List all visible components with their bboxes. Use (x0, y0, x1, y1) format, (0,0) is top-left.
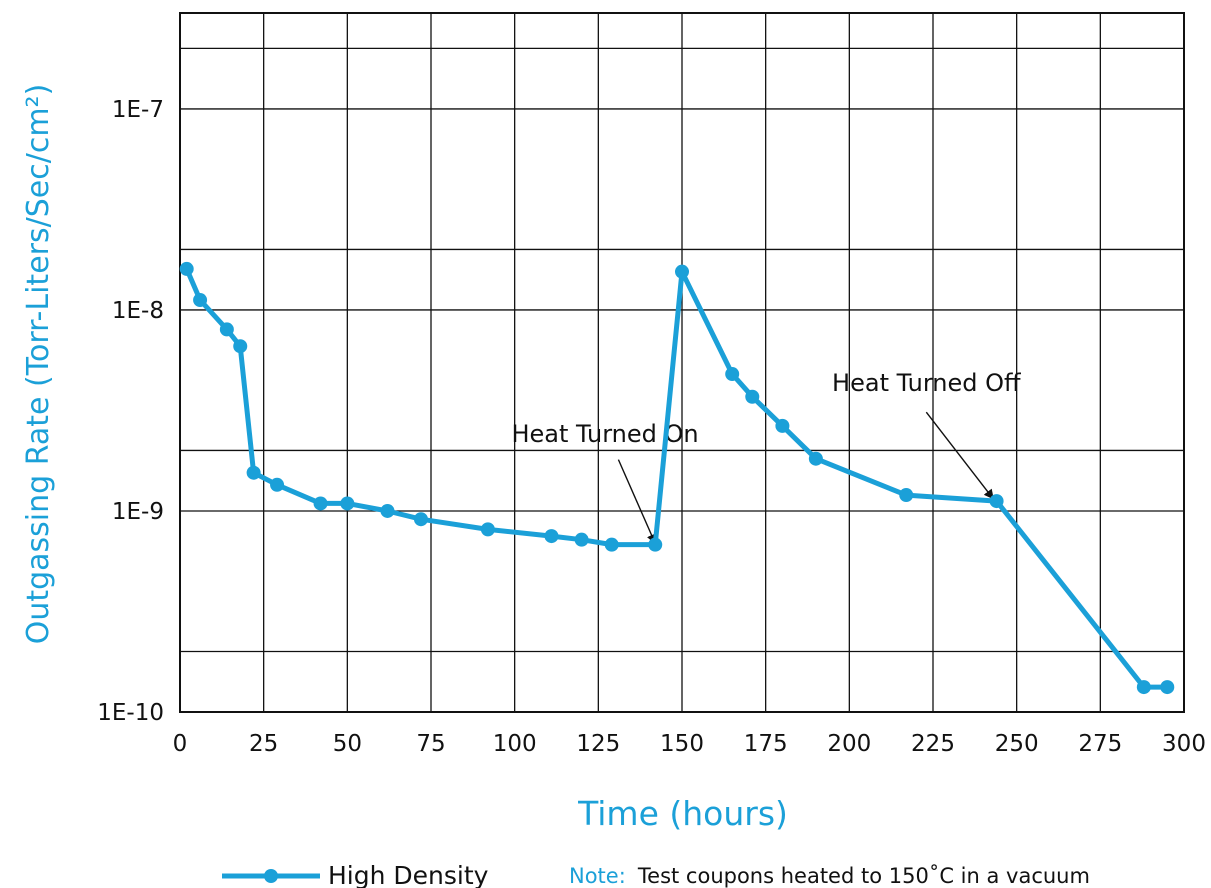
y-tick-label-0: 1E-10 (97, 700, 164, 726)
legend-label-high-density: High Density (328, 861, 489, 888)
data-point-20 (899, 488, 914, 503)
x-tick-label-300: 300 (1162, 731, 1206, 757)
data-point-6 (313, 496, 328, 511)
data-point-8 (380, 503, 395, 518)
data-point-16 (725, 367, 740, 382)
note-label: Note: (569, 864, 626, 888)
plot-frame (179, 12, 1185, 713)
data-point-22 (1136, 680, 1151, 695)
legend: High Density (222, 861, 489, 888)
x-tick-label-25: 25 (249, 731, 278, 757)
data-point-14 (648, 537, 663, 552)
data-point-4 (246, 465, 261, 480)
note-text: Test coupons heated to 150˚C in a vacuum (637, 864, 1090, 888)
x-tick-label-250: 250 (995, 731, 1039, 757)
data-point-13 (604, 537, 619, 552)
x-tick-label-275: 275 (1078, 731, 1122, 757)
data-point-21 (989, 494, 1004, 509)
data-point-2 (219, 322, 234, 337)
data-point-3 (233, 339, 248, 354)
x-tick-label-150: 150 (660, 731, 704, 757)
series-layer (179, 261, 1175, 695)
gridlines (179, 13, 1185, 713)
data-point-5 (270, 477, 285, 492)
data-point-23 (1160, 680, 1175, 695)
data-point-12 (574, 532, 589, 547)
annotation-arrow-0 (617, 459, 657, 545)
x-tick-label-100: 100 (493, 731, 537, 757)
legend-marker (264, 869, 278, 883)
y-tick-labels: 1E-10 1E-9 1E-8 1E-7 (97, 97, 164, 726)
data-point-15 (675, 264, 689, 279)
x-tick-label-0: 0 (173, 731, 188, 757)
x-tick-label-50: 50 (333, 731, 362, 757)
x-tick-label-75: 75 (416, 731, 445, 757)
x-tick-label-125: 125 (576, 731, 620, 757)
data-point-1 (193, 293, 208, 308)
x-tick-labels: 0 25 50 75 100 125 150 175 200 225 250 275 300 (173, 731, 1206, 757)
series-line-high-density (184, 266, 1170, 690)
data-point-19 (808, 451, 823, 466)
note: Note: Test coupons heated to 150˚C in a … (569, 864, 1090, 888)
x-tick-label-225: 225 (911, 731, 955, 757)
data-point-17 (745, 389, 760, 404)
y-tick-label-2: 1E-8 (112, 298, 164, 324)
data-point-11 (544, 529, 559, 544)
data-point-7 (340, 496, 355, 511)
y-tick-label-3: 1E-7 (112, 97, 164, 123)
annotation-arrow-1 (925, 411, 994, 500)
data-point-9 (413, 512, 428, 527)
data-point-0 (179, 261, 194, 276)
annotation-label-1: Heat Turned Off (832, 369, 1021, 397)
y-tick-label-1: 1E-9 (112, 499, 164, 525)
x-axis-title: Time (hours) (577, 794, 788, 833)
annotation-label-0: Heat Turned On (511, 420, 698, 448)
x-tick-label-200: 200 (827, 731, 871, 757)
data-point-10 (480, 522, 495, 537)
data-point-18 (775, 418, 790, 433)
y-axis-title: Outgassing Rate (Torr-Liters/Sec/cm²) (21, 84, 56, 645)
x-tick-label-175: 175 (744, 731, 788, 757)
